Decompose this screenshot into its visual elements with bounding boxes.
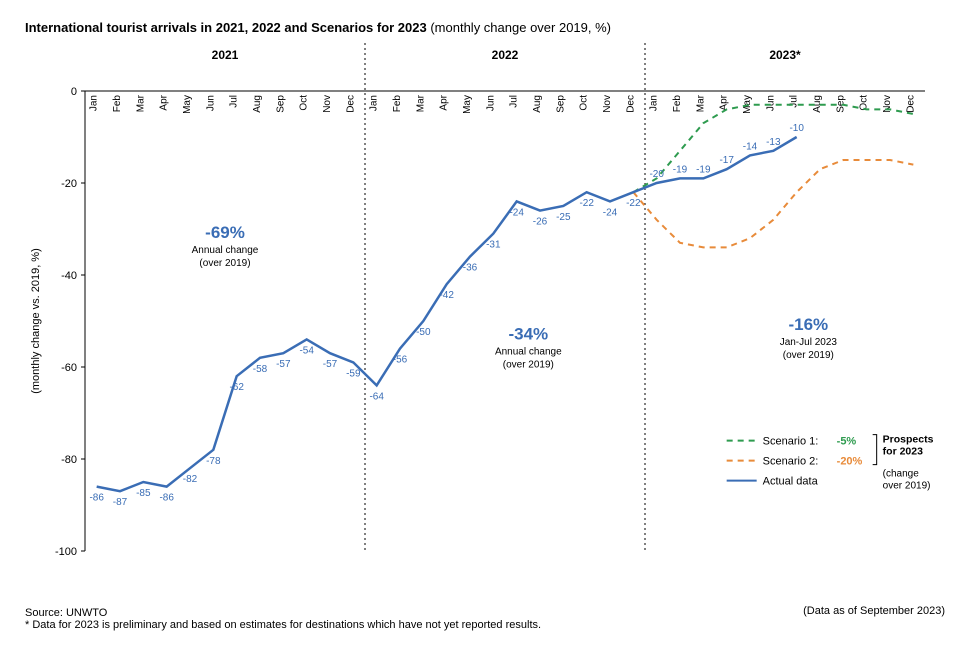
- svg-text:Nov: Nov: [322, 95, 333, 113]
- svg-text:0: 0: [71, 86, 77, 98]
- svg-text:(change: (change: [883, 469, 920, 480]
- svg-text:-54: -54: [299, 345, 314, 356]
- svg-text:-78: -78: [206, 456, 221, 467]
- svg-text:Feb: Feb: [112, 95, 123, 113]
- svg-text:Jan: Jan: [369, 95, 380, 111]
- svg-text:Aug: Aug: [532, 95, 543, 113]
- svg-text:-24: -24: [509, 207, 524, 218]
- svg-text:-10: -10: [789, 123, 804, 134]
- svg-text:Scenario 1:: Scenario 1:: [763, 436, 819, 448]
- svg-text:-16%: -16%: [788, 315, 828, 334]
- svg-text:Scenario 2:: Scenario 2:: [763, 456, 819, 468]
- svg-text:-5%: -5%: [837, 436, 857, 448]
- svg-text:Prospects: Prospects: [883, 434, 934, 446]
- svg-text:-80: -80: [61, 454, 77, 466]
- svg-text:-25: -25: [556, 212, 571, 223]
- svg-text:-14: -14: [743, 141, 758, 152]
- svg-text:Sep: Sep: [555, 95, 566, 113]
- svg-text:Nov: Nov: [602, 95, 613, 113]
- svg-text:-19: -19: [696, 164, 711, 175]
- svg-text:Jun: Jun: [205, 95, 216, 111]
- svg-text:Feb: Feb: [672, 95, 683, 113]
- svg-text:-17: -17: [719, 155, 734, 166]
- svg-text:Oct: Oct: [299, 95, 310, 111]
- svg-text:Mar: Mar: [695, 94, 706, 112]
- svg-text:Apr: Apr: [159, 94, 170, 110]
- svg-text:-19: -19: [673, 164, 688, 175]
- svg-text:-82: -82: [183, 474, 198, 485]
- svg-text:-58: -58: [253, 364, 268, 375]
- svg-text:Apr: Apr: [719, 94, 730, 110]
- svg-text:-20: -20: [61, 178, 77, 190]
- chart-svg: 2021 2022 2023* 0 -20 -40 -60 -80 -100 (monthly c…: [25, 43, 945, 583]
- svg-text:-57: -57: [323, 359, 338, 370]
- svg-text:Aug: Aug: [252, 95, 263, 113]
- svg-text:Jul: Jul: [509, 95, 520, 108]
- svg-text:-22: -22: [626, 198, 641, 209]
- svg-text:-20: -20: [649, 169, 664, 180]
- svg-text:Jun: Jun: [485, 95, 496, 111]
- svg-text:(monthly change vs. 2019, %): (monthly change vs. 2019, %): [30, 248, 42, 394]
- svg-text:-86: -86: [159, 493, 174, 504]
- svg-text:-24: -24: [603, 207, 618, 218]
- svg-text:-64: -64: [369, 391, 384, 402]
- svg-text:-13: -13: [766, 137, 781, 148]
- svg-text:-87: -87: [113, 497, 128, 508]
- chart-area: 2021 2022 2023* 0 -20 -40 -60 -80 -100 (monthly c…: [25, 43, 945, 583]
- svg-text:-86: -86: [89, 493, 104, 504]
- svg-text:Mar: Mar: [135, 94, 146, 112]
- chart-title: International tourist arrivals in 2021, …: [25, 20, 945, 35]
- svg-text:-36: -36: [463, 263, 478, 274]
- svg-text:Oct: Oct: [579, 95, 590, 111]
- svg-text:2021: 2021: [212, 48, 239, 62]
- footer-left: Source: UNWTO * Data for 2023 is prelimi…: [25, 607, 541, 631]
- note-line: * Data for 2023 is preliminary and based…: [25, 619, 541, 631]
- svg-text:2022: 2022: [492, 48, 519, 62]
- svg-text:-69%: -69%: [205, 223, 245, 242]
- svg-text:Jan-Jul 2023: Jan-Jul 2023: [780, 337, 838, 348]
- footer-right: (Data as of September 2023): [803, 605, 945, 617]
- svg-text:-34%: -34%: [508, 324, 548, 343]
- svg-text:2023*: 2023*: [769, 48, 801, 62]
- svg-text:Actual data: Actual data: [763, 476, 819, 488]
- svg-text:Mar: Mar: [415, 94, 426, 112]
- svg-text:-31: -31: [486, 240, 501, 251]
- svg-text:Jan: Jan: [89, 95, 100, 111]
- svg-text:Dec: Dec: [905, 95, 916, 113]
- svg-text:Jul: Jul: [789, 95, 800, 108]
- svg-text:-56: -56: [393, 355, 408, 366]
- svg-text:Jul: Jul: [229, 95, 240, 108]
- svg-text:-100: -100: [55, 546, 77, 558]
- svg-text:-50: -50: [416, 327, 431, 338]
- svg-text:Sep: Sep: [835, 95, 846, 113]
- svg-text:-60: -60: [61, 362, 77, 374]
- svg-text:Dec: Dec: [625, 95, 636, 113]
- svg-text:-57: -57: [276, 359, 291, 370]
- svg-text:Feb: Feb: [392, 95, 403, 113]
- source-line: Source: UNWTO: [25, 607, 541, 619]
- svg-text:-40: -40: [61, 270, 77, 282]
- svg-text:-20%: -20%: [837, 456, 863, 468]
- svg-text:-62: -62: [229, 382, 244, 393]
- svg-text:Apr: Apr: [439, 94, 450, 110]
- svg-text:-22: -22: [579, 198, 594, 209]
- svg-text:May: May: [182, 95, 193, 114]
- svg-text:-85: -85: [136, 488, 151, 499]
- svg-text:(over 2019): (over 2019): [199, 258, 250, 269]
- svg-text:Dec: Dec: [345, 95, 356, 113]
- svg-text:Annual change: Annual change: [495, 346, 562, 357]
- svg-text:Jun: Jun: [765, 95, 776, 111]
- svg-text:(over 2019): (over 2019): [783, 350, 834, 361]
- svg-text:Sep: Sep: [275, 95, 286, 113]
- svg-text:for 2023: for 2023: [883, 446, 923, 458]
- svg-text:(over 2019): (over 2019): [503, 359, 554, 370]
- svg-text:-59: -59: [346, 368, 361, 379]
- svg-text:May: May: [462, 95, 473, 114]
- svg-text:-42: -42: [439, 290, 454, 301]
- svg-text:over 2019): over 2019): [883, 481, 931, 492]
- svg-text:Jan: Jan: [649, 95, 660, 111]
- svg-text:Annual change: Annual change: [192, 245, 259, 256]
- svg-text:-26: -26: [533, 217, 548, 228]
